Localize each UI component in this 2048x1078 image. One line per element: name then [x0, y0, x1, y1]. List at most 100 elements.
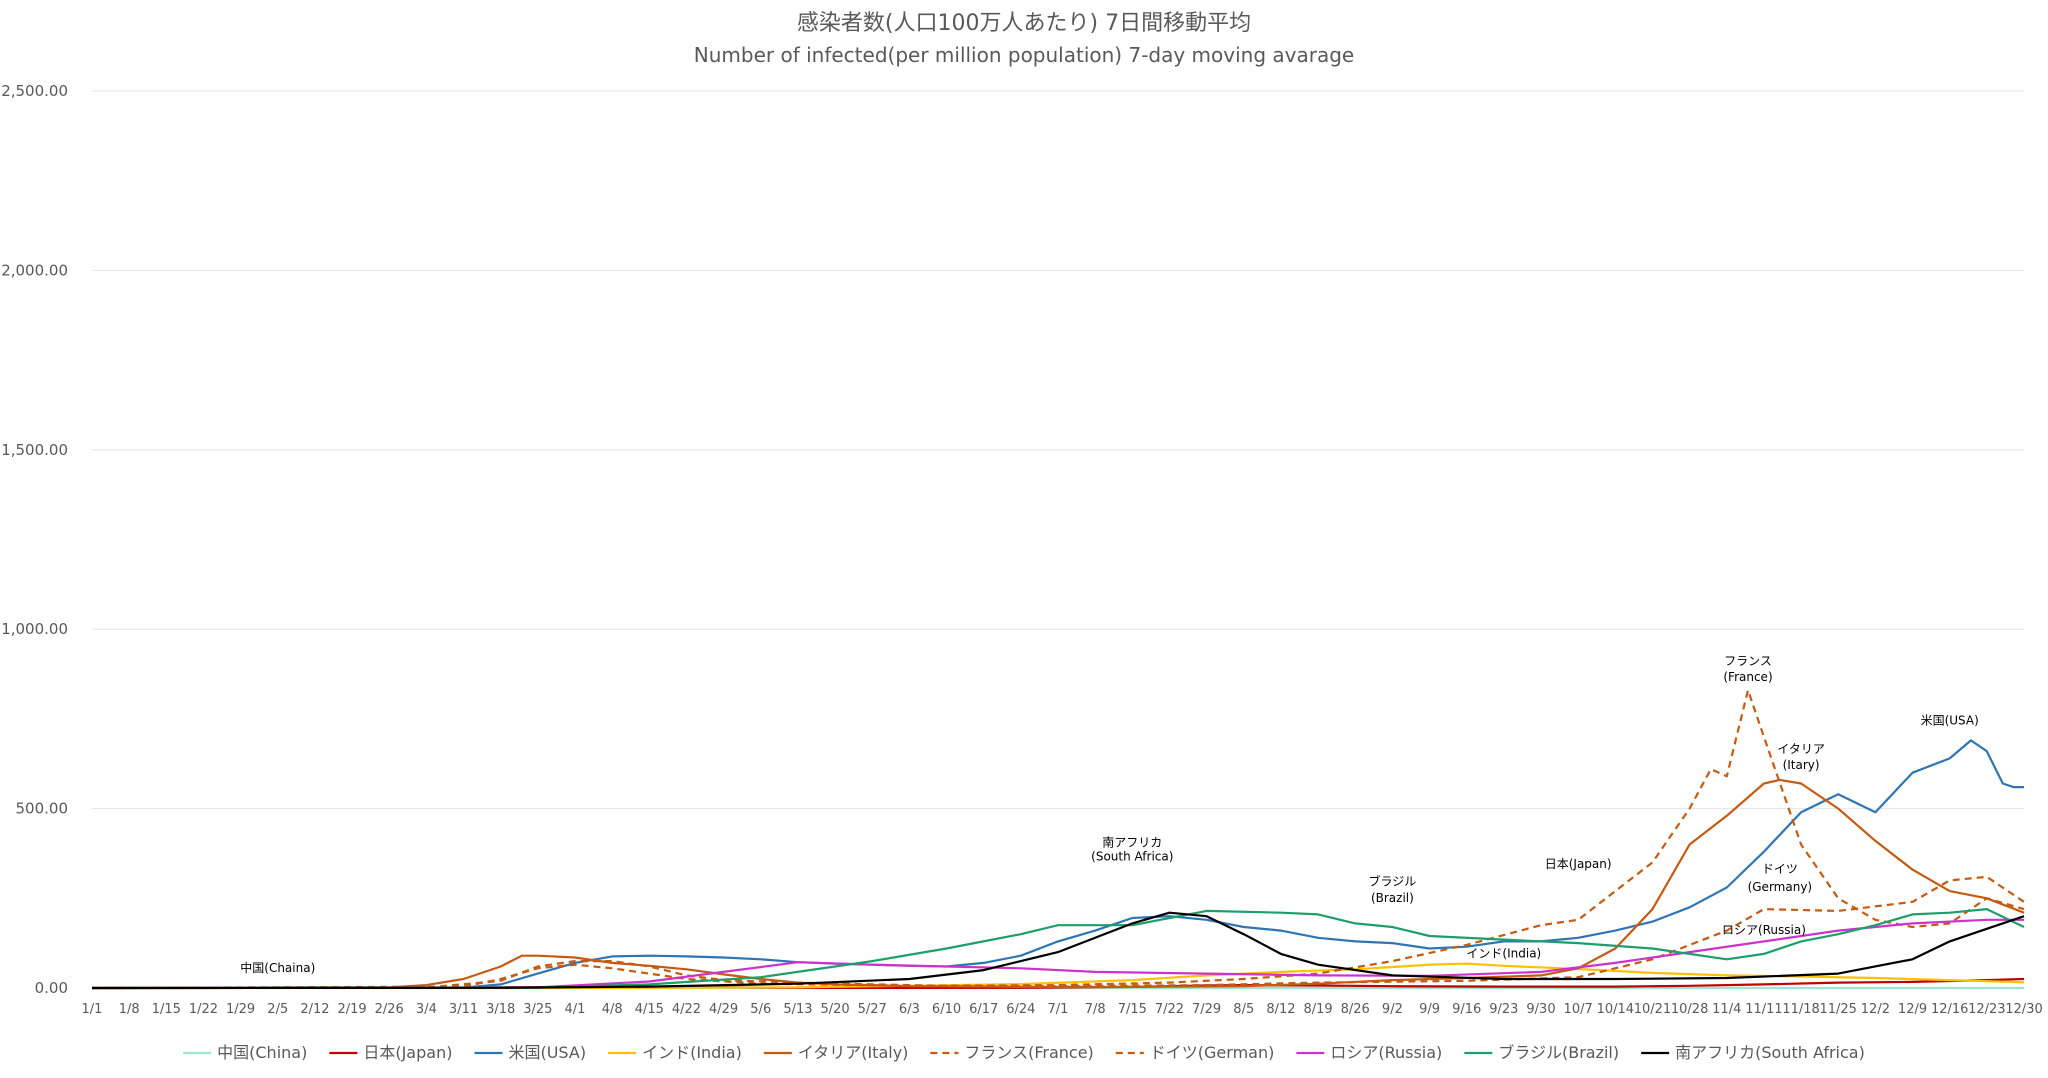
x-tick-label: 8/19: [1303, 1002, 1332, 1017]
annotation-label: ブラジル: [1369, 874, 1417, 889]
x-tick-label: 4/29: [709, 1002, 738, 1017]
x-tick-label: 12/9: [1898, 1002, 1927, 1017]
x-tick-label: 11/25: [1819, 1002, 1856, 1017]
annotation-label: (Itary): [1783, 758, 1820, 772]
x-tick-label: 3/18: [486, 1002, 515, 1017]
x-tick-label: 7/22: [1155, 1002, 1184, 1017]
annotation-label: ドイツ: [1762, 862, 1798, 876]
legend-label: ブラジル(Brazil): [1498, 1043, 1619, 1062]
x-tick-label: 4/1: [565, 1002, 586, 1017]
x-tick-label: 7/1: [1048, 1002, 1069, 1017]
x-tick-label: 1/22: [189, 1002, 218, 1017]
x-tick-label: 5/13: [783, 1002, 812, 1017]
x-tick-label: 5/20: [820, 1002, 849, 1017]
x-tick-label: 6/17: [969, 1002, 998, 1017]
x-tick-label: 8/12: [1266, 1002, 1295, 1017]
series-line: [91, 911, 2025, 990]
x-tick-label: 10/14: [1597, 1002, 1634, 1017]
x-tick-label: 12/30: [2005, 1002, 2042, 1017]
x-tick-label: 10/28: [1671, 1002, 1708, 1017]
x-tick-label: 1/8: [119, 1002, 140, 1017]
annotations: 中国(Chaina) 南アフリカ(South Africa) ブラジル (Brazil…: [240, 654, 1979, 975]
legend-label: 日本(Japan): [363, 1043, 452, 1062]
annotation-label: 米国(USA): [1921, 713, 1979, 727]
annotation-label: インド(India): [1466, 947, 1541, 961]
x-tick-label: 7/15: [1118, 1002, 1147, 1017]
series-line: [91, 907, 2025, 990]
x-tick-label: 3/11: [449, 1002, 478, 1017]
annotation-label: (Brazil): [1371, 891, 1414, 905]
x-tick-label: 2/19: [337, 1002, 366, 1017]
x-tick-label: 4/15: [635, 1002, 664, 1017]
y-tick-label: 1,500.00: [1, 441, 68, 459]
x-tick-label: 5/6: [750, 1002, 771, 1017]
x-tick-label: 12/23: [1968, 1002, 2005, 1017]
x-tick-label: 11/4: [1712, 1002, 1741, 1017]
y-axis: 0.00 500.00 1,000.00 1,500.00 2,000.00 2,500.…: [1, 82, 68, 997]
legend-label: 南アフリカ(South Africa): [1675, 1043, 1865, 1062]
x-tick-label: 11/11: [1745, 1002, 1782, 1017]
x-tick-label: 5/27: [858, 1002, 887, 1017]
x-tick-label: 10/7: [1564, 1002, 1593, 1017]
chart-subtitle: Number of infected(per million populatio…: [694, 43, 1354, 67]
x-tick-label: 7/29: [1192, 1002, 1221, 1017]
legend-label: ドイツ(German): [1150, 1043, 1275, 1062]
x-tick-label: 9/16: [1452, 1002, 1481, 1017]
x-tick-label: 8/5: [1233, 1002, 1254, 1017]
x-tick-label: 12/16: [1931, 1002, 1968, 1017]
annotation-label: (France): [1723, 670, 1772, 684]
x-tick-label: 6/24: [1006, 1002, 1035, 1017]
y-tick-label: 1,000.00: [1, 620, 68, 638]
x-tick-label: 6/3: [899, 1002, 920, 1017]
x-tick-label: 9/23: [1489, 1002, 1518, 1017]
y-tick-label: 2,500.00: [1, 82, 68, 100]
series-line: [91, 739, 2024, 990]
x-tick-label: 4/22: [672, 1002, 701, 1017]
y-tick-label: 500.00: [16, 800, 69, 818]
x-tick-label: 9/2: [1382, 1002, 1403, 1017]
x-tick-label: 2/12: [300, 1002, 329, 1017]
series-lines: [91, 689, 2025, 990]
x-tick-label: 1/29: [226, 1002, 255, 1017]
legend-label: ロシア(Russia): [1330, 1043, 1442, 1062]
legend: 中国(China) 日本(Japan) 米国(USA) インド(India) イタリア(…: [183, 1043, 1865, 1062]
x-tick-label: 8/26: [1341, 1002, 1370, 1017]
series-line: [91, 875, 2025, 990]
annotation-label: (South Africa): [1091, 850, 1173, 864]
legend-label: 中国(China): [217, 1043, 307, 1062]
x-axis: 1/1 1/8 1/15 1/22 1/29 2/5 2/12 2/19 2/26 3/4 3/11…: [82, 1002, 2043, 1017]
annotation-label: 南アフリカ: [1102, 834, 1162, 849]
x-tick-label: 2/5: [267, 1002, 288, 1017]
y-tick-label: 2,000.00: [1, 261, 68, 279]
x-tick-label: 9/30: [1526, 1002, 1555, 1017]
x-tick-label: 9/9: [1419, 1002, 1440, 1017]
x-tick-label: 7/8: [1085, 1002, 1106, 1017]
chart-title: 感染者数(人口100万人あたり) 7日間移動平均: [797, 11, 1251, 36]
x-tick-label: 6/10: [932, 1002, 961, 1017]
legend-label: 米国(USA): [508, 1043, 586, 1062]
gridlines: [92, 90, 2024, 989]
x-tick-label: 3/4: [416, 1002, 437, 1017]
annotation-label: (Germany): [1748, 880, 1813, 894]
annotation-label: ロシア(Russia): [1722, 923, 1806, 937]
legend-label: インド(India): [642, 1043, 742, 1062]
x-tick-label: 11/18: [1782, 1002, 1819, 1017]
legend-label: イタリア(Italy): [798, 1043, 909, 1062]
x-tick-label: 3/25: [523, 1002, 552, 1017]
annotation-label: イタリア: [1777, 742, 1825, 756]
annotation-label: フランス: [1724, 654, 1772, 668]
x-tick-label: 1/1: [82, 1002, 103, 1017]
annotation-label: 日本(Japan): [1545, 857, 1612, 871]
series-line: [91, 918, 2024, 990]
y-tick-label: 0.00: [35, 979, 68, 997]
x-tick-label: 4/8: [602, 1002, 623, 1017]
x-tick-label: 2/26: [375, 1002, 404, 1017]
x-tick-label: 10/21: [1634, 1002, 1671, 1017]
x-tick-label: 1/15: [152, 1002, 181, 1017]
series-line: [91, 689, 2025, 990]
x-tick-label: 12/2: [1861, 1002, 1890, 1017]
legend-label: フランス(France): [964, 1043, 1093, 1062]
series-line: [91, 778, 2025, 990]
annotation-label: 中国(Chaina): [240, 960, 315, 975]
